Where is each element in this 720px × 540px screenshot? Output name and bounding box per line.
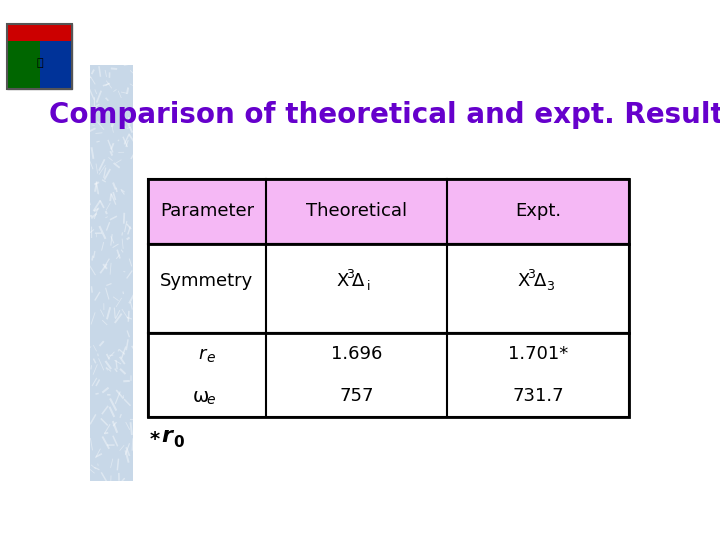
Text: Parameter: Parameter	[160, 202, 254, 220]
Text: 3: 3	[346, 268, 354, 281]
Text: r: r	[199, 345, 206, 363]
Bar	[148, 179, 629, 417]
Text: Comparison of theoretical and expt. Result:: Comparison of theoretical and expt. Resu…	[49, 101, 720, 129]
Bar	[148, 179, 629, 244]
Bar	[40, 41, 72, 89]
Text: *: *	[150, 429, 166, 449]
Text: Δ: Δ	[352, 272, 364, 290]
Text: 757: 757	[339, 387, 374, 406]
Text: i: i	[367, 280, 371, 293]
Text: X: X	[518, 272, 531, 290]
Text: 📖: 📖	[36, 58, 43, 68]
Bar	[7, 24, 72, 89]
Text: r: r	[161, 426, 172, 446]
Bar	[7, 24, 72, 41]
Text: Theoretical: Theoretical	[306, 202, 408, 220]
Text: 731.7: 731.7	[512, 387, 564, 406]
Text: X: X	[336, 272, 349, 290]
Bar	[148, 244, 629, 333]
Text: 1.696: 1.696	[331, 345, 382, 363]
Text: e: e	[207, 393, 215, 407]
Bar	[148, 333, 629, 417]
Text: 3: 3	[527, 268, 535, 281]
Text: e: e	[207, 351, 215, 365]
Bar	[7, 41, 40, 89]
Text: 0: 0	[173, 435, 184, 450]
Text: Symmetry: Symmetry	[161, 272, 253, 290]
Bar	[7, 24, 72, 89]
Text: 3: 3	[546, 280, 554, 293]
Text: 1.701*: 1.701*	[508, 345, 568, 363]
Bar	[90, 65, 132, 481]
Text: Expt.: Expt.	[515, 202, 561, 220]
Text: ω: ω	[192, 387, 209, 406]
Text: Δ: Δ	[534, 272, 546, 290]
